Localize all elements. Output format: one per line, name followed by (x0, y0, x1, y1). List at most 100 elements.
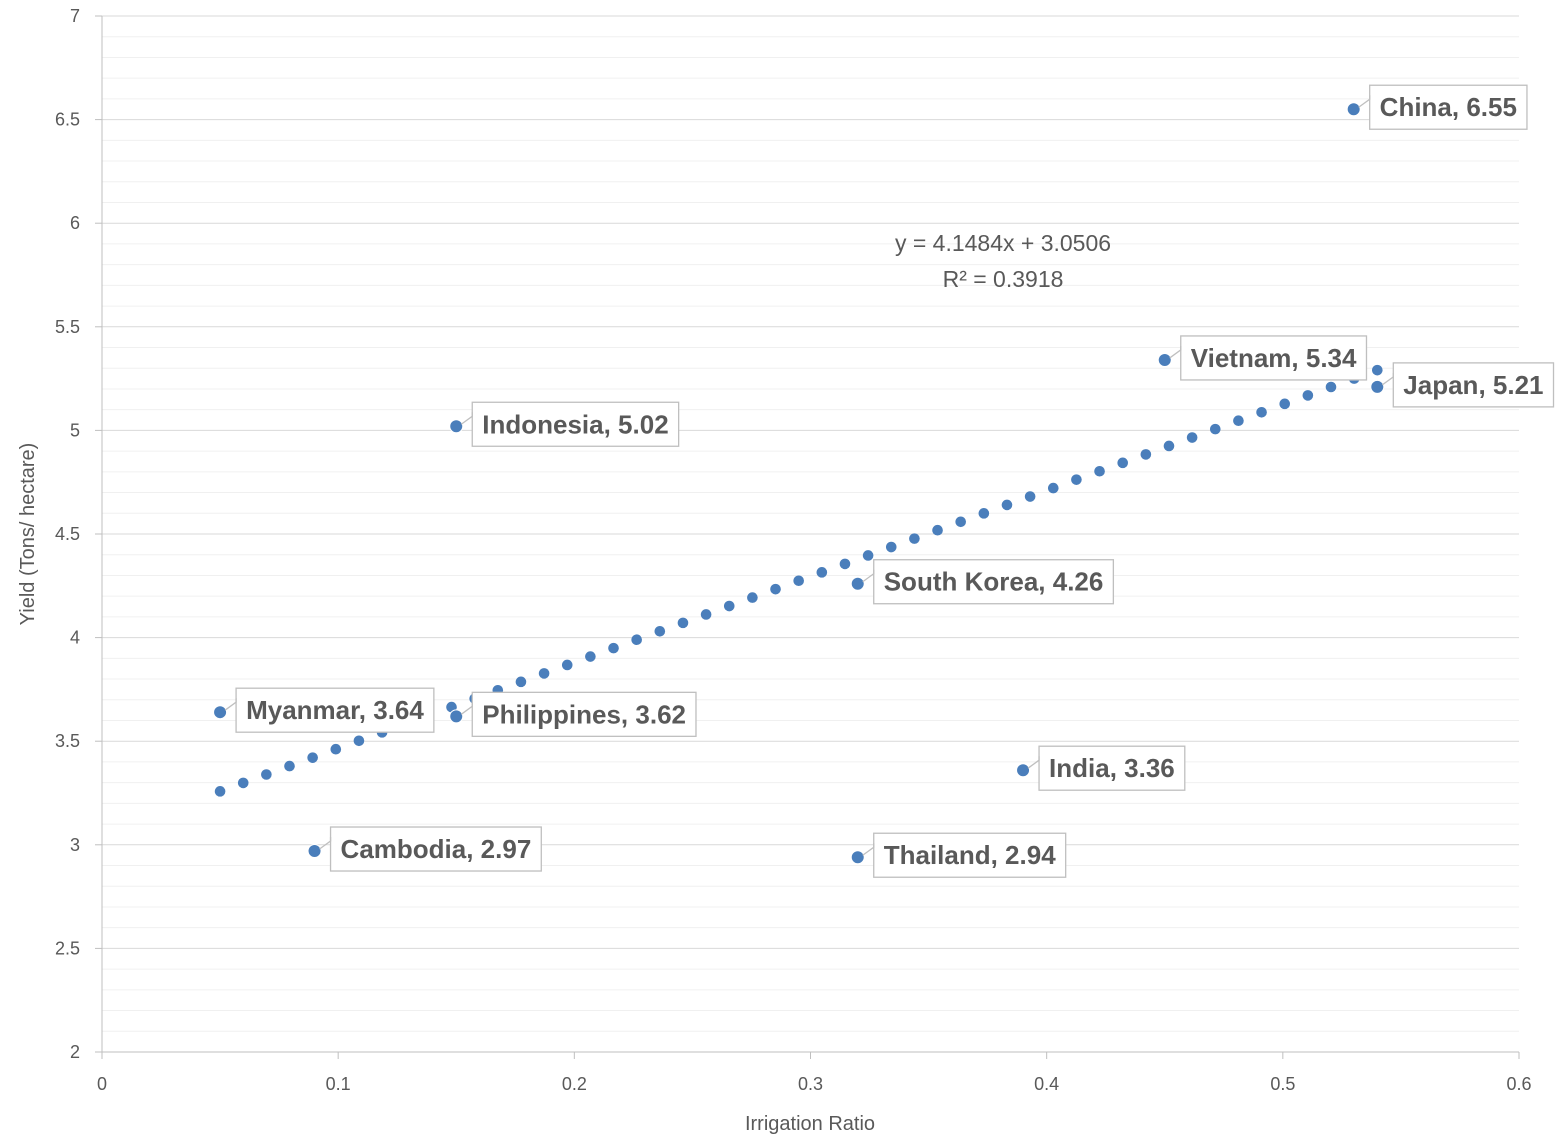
trendline-dot (747, 592, 758, 603)
y-tick-label: 4 (70, 628, 80, 648)
trendline-dot (1117, 457, 1129, 469)
data-point (213, 705, 228, 720)
y-tick-label: 4.5 (55, 524, 80, 544)
trendline-dot (1325, 381, 1337, 393)
data-label: South Korea, 4.26 (862, 559, 1115, 605)
data-label-box (471, 401, 680, 447)
trendline-dot (561, 659, 573, 671)
data-point (449, 419, 464, 434)
trendline-dot (1001, 499, 1013, 511)
trendline-dot (677, 617, 689, 629)
data-label-leader (862, 569, 875, 583)
trendline-dot (214, 786, 226, 797)
data-label: Myanmar, 3.64 (224, 687, 435, 733)
trendline-dot (1302, 390, 1314, 401)
data-label-leader (1169, 345, 1182, 359)
data-label-text: India, 3.36 (1049, 753, 1175, 783)
trendline-dot (862, 550, 874, 561)
data-label-box (1180, 335, 1368, 381)
axes: 2 2.5 3 3.5 4 4.5 5 5.5 6 6.5 7 0 0.1 0.2 0.3 0.4 0.5 0.6 (55, 6, 1532, 1094)
data-label: Cambodia, 2.97 (319, 826, 542, 872)
trendline-dot (1279, 398, 1291, 410)
data-point (850, 576, 865, 591)
trendline-dot (816, 567, 828, 578)
data-label: Philippines, 3.62 (460, 691, 697, 737)
y-axis-title: Yield (Tons/ hectare) (17, 443, 39, 626)
data-label-leader (319, 837, 332, 850)
trendline-dot (770, 583, 781, 595)
x-tick-label: 0.5 (1270, 1074, 1295, 1094)
trendline-dot (885, 541, 897, 553)
trendline-dot (608, 642, 619, 654)
x-tick-label: 0 (97, 1074, 107, 1094)
data-point (1016, 763, 1031, 778)
data-point (850, 850, 865, 865)
trendline-dot (631, 634, 642, 646)
y-tick-label: 3 (70, 835, 80, 855)
data-label-box (1038, 745, 1186, 791)
x-tick-label: 0.1 (326, 1074, 351, 1094)
axis-titles: Irrigation Ratio Yield (Tons/ hectare) (17, 443, 875, 1135)
data-label-box (329, 826, 542, 872)
trendline-dot (1209, 423, 1221, 435)
data-label-box (471, 691, 697, 737)
data-point (1346, 102, 1361, 117)
x-axis-title: Irrigation Ratio (745, 1113, 875, 1135)
data-label-box (235, 687, 435, 733)
trendline-dot (1256, 406, 1267, 418)
trendline-dot (723, 600, 735, 612)
data-points (213, 102, 1385, 865)
data-label-text: Thailand, 2.94 (884, 840, 1056, 870)
trendline-dot (330, 743, 342, 755)
data-label-leader (1027, 756, 1040, 769)
data-label-leader (1381, 372, 1394, 386)
trendline-dot (839, 558, 851, 570)
data-label: India, 3.36 (1027, 745, 1186, 791)
data-label-text: Myanmar, 3.64 (246, 695, 424, 725)
data-point (449, 709, 464, 724)
trendline-dot (1094, 465, 1105, 477)
data-label-text: Vietnam, 5.34 (1191, 343, 1357, 373)
data-label-leader (224, 698, 237, 711)
trendline-dot (1163, 440, 1175, 452)
x-tick-label: 0.4 (1034, 1074, 1059, 1094)
data-labels: China, 6.55 Vietnam, 5.34 Japan, 5.21 Indon… (224, 84, 1555, 878)
trendline (214, 364, 1383, 797)
y-tick-label: 6.5 (55, 110, 80, 130)
trendline-dot (1140, 449, 1152, 460)
data-label-box (1369, 84, 1528, 130)
data-label-text: Japan, 5.21 (1403, 370, 1543, 400)
data-point (1370, 379, 1385, 394)
trendline-dot (1024, 491, 1036, 502)
trendline-dot (1233, 415, 1244, 427)
data-label-text: Cambodia, 2.97 (341, 834, 532, 864)
trendline-dot (1372, 364, 1383, 376)
y-tick-label: 5 (70, 420, 80, 440)
data-label-leader (862, 843, 875, 856)
data-point (1157, 352, 1172, 367)
data-label-box (1392, 362, 1555, 408)
trendline-dot (978, 508, 990, 519)
data-label-text: Indonesia, 5.02 (482, 409, 668, 439)
data-label: Thailand, 2.94 (862, 832, 1067, 878)
x-tick-label: 0.3 (798, 1074, 823, 1094)
trendline-dot (700, 609, 712, 620)
y-tick-label: 7 (70, 6, 80, 26)
trendline-dot (261, 769, 272, 780)
trendline-dot (585, 651, 596, 662)
gridlines (102, 15, 1519, 1032)
data-label-text: Philippines, 3.62 (482, 699, 686, 729)
y-tick-label: 6 (70, 213, 80, 233)
trendline-dot (353, 735, 365, 747)
data-label-box (873, 559, 1115, 605)
trendline-equation-text: y = 4.1484x + 3.0506 (895, 230, 1111, 256)
trendline-dot (538, 668, 550, 679)
trendline-dot (1071, 474, 1082, 485)
data-label-leader (1358, 95, 1371, 108)
data-label-text: South Korea, 4.26 (884, 567, 1104, 597)
trendline-dot (1186, 432, 1198, 443)
y-tick-label: 2 (70, 1042, 80, 1062)
trendline-dot (955, 516, 967, 528)
trendline-dot (237, 777, 249, 789)
